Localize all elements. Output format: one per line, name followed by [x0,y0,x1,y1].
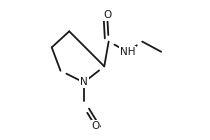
Text: NH: NH [120,47,135,57]
Text: N: N [80,77,88,87]
Text: O: O [103,10,111,20]
Text: O: O [91,121,100,131]
